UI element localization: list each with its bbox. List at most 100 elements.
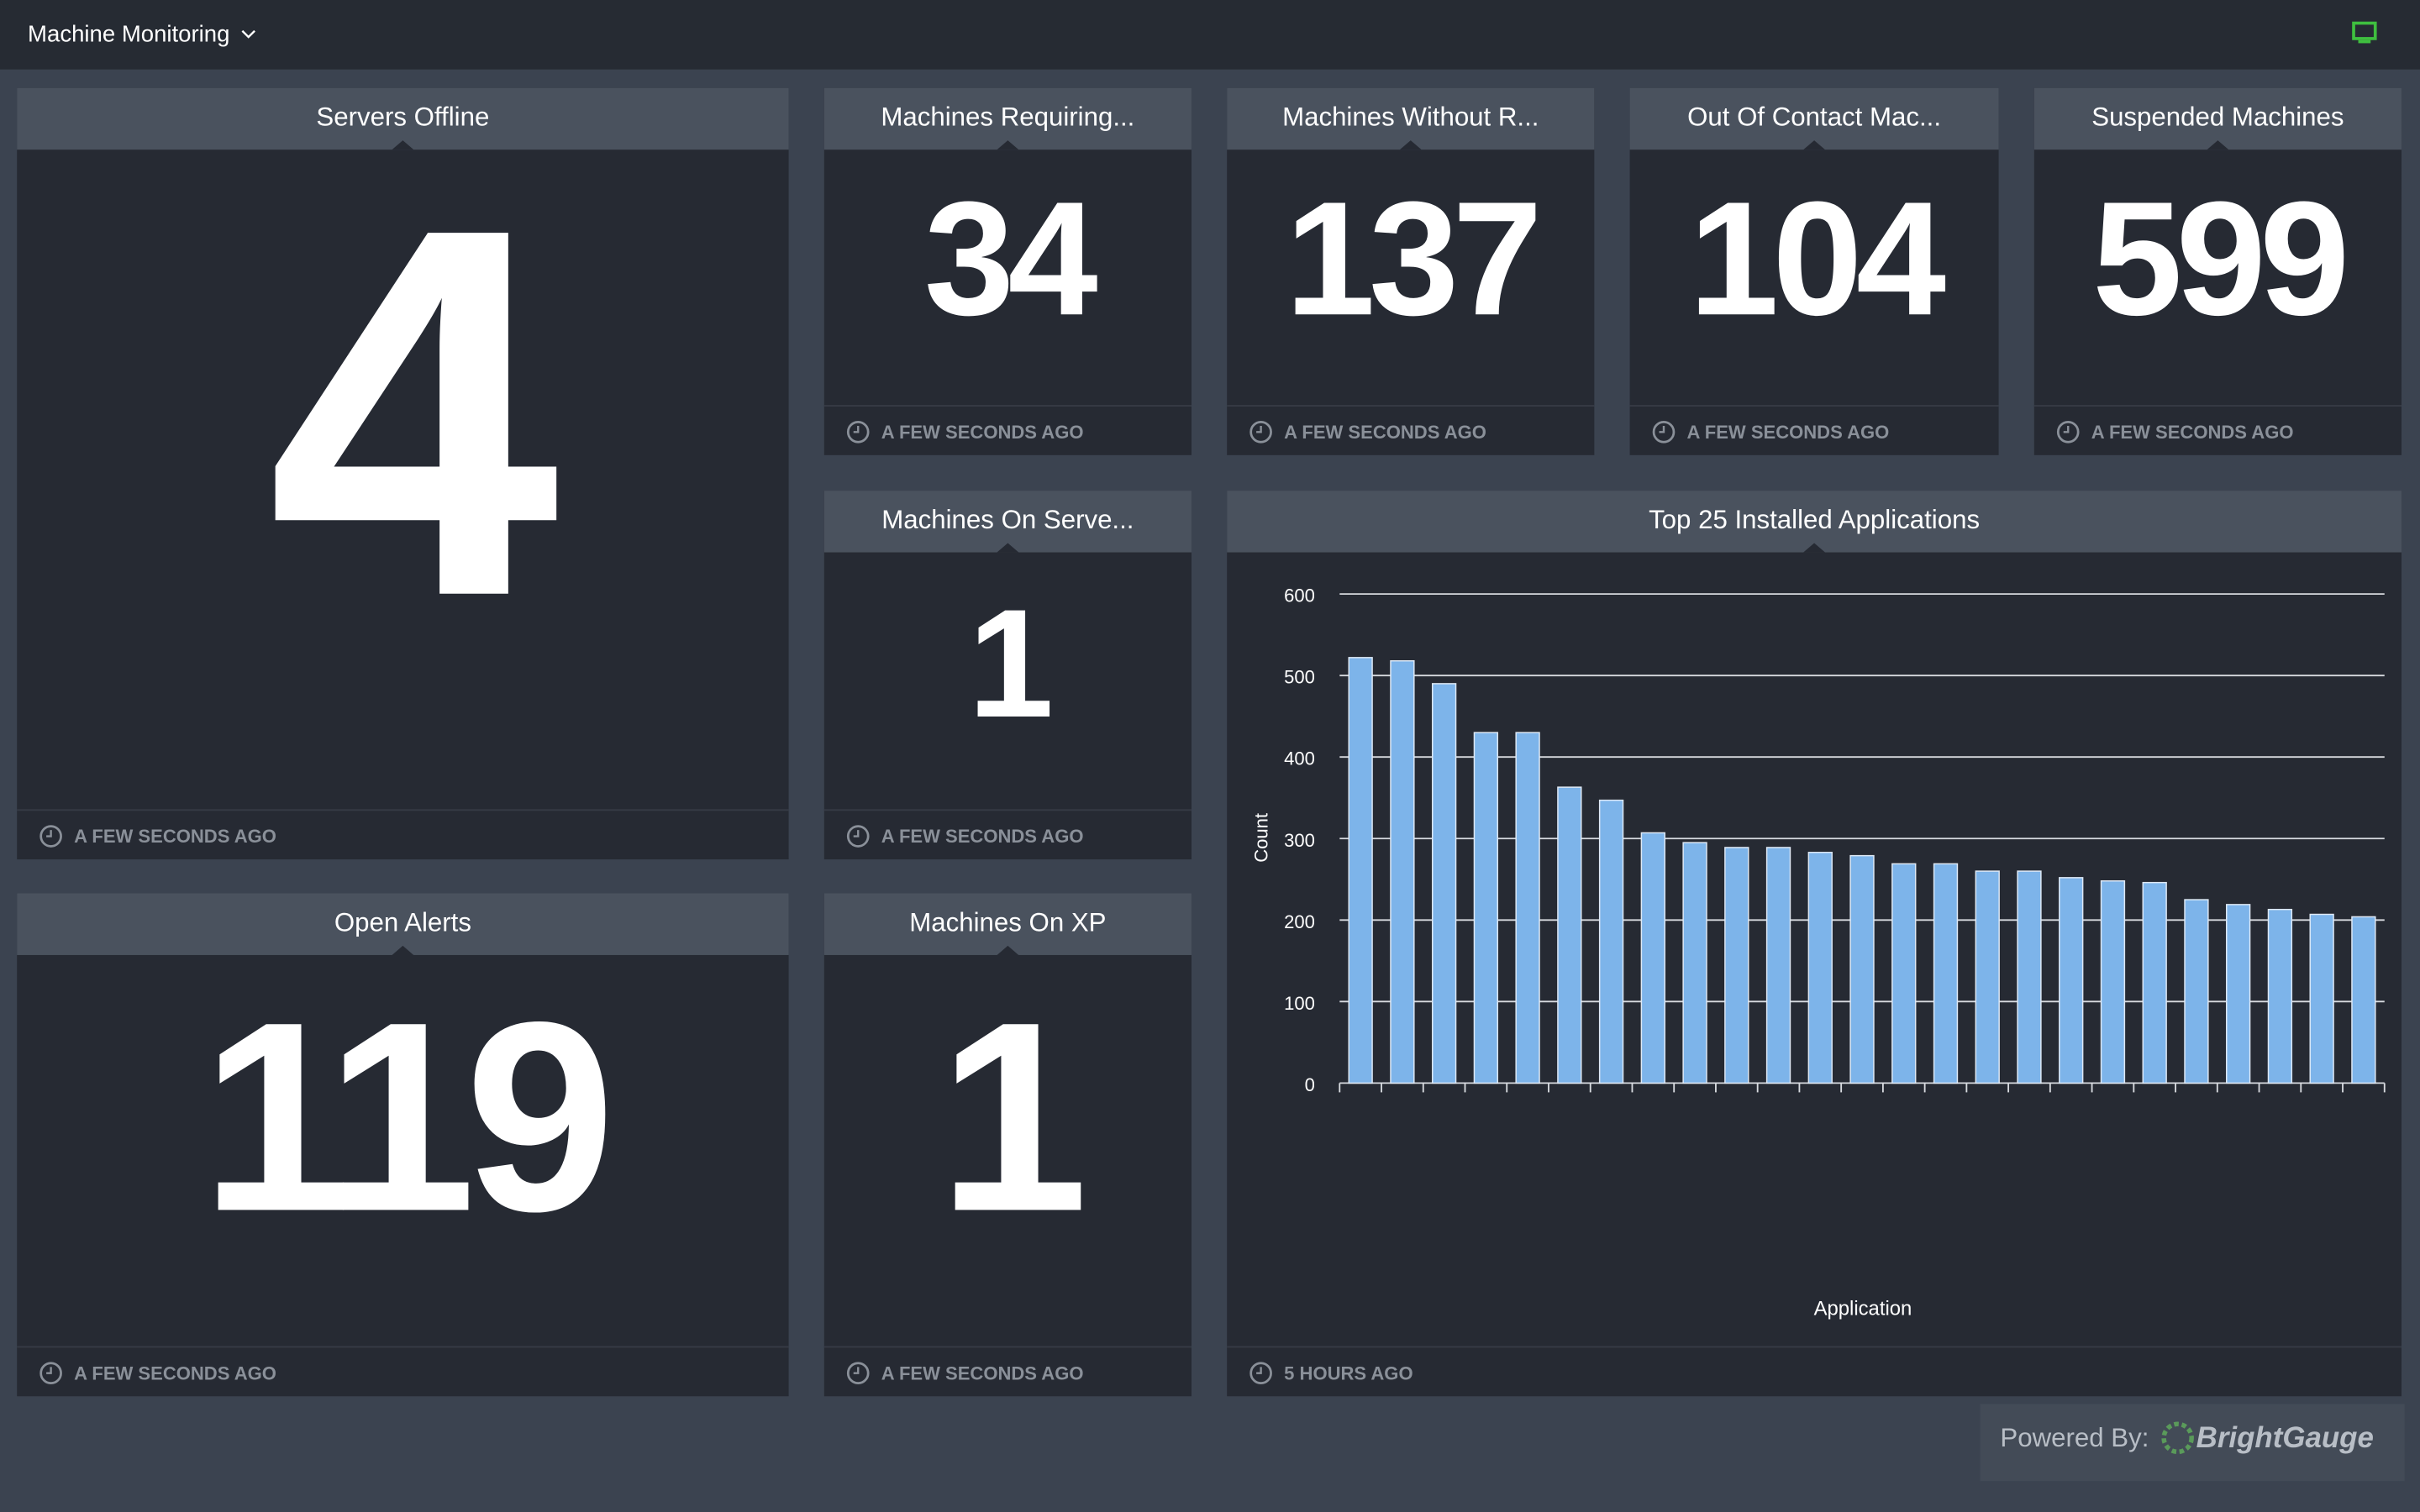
metric-value: 34	[924, 167, 1098, 349]
clock-icon	[39, 825, 62, 848]
clock-icon	[1249, 1362, 1272, 1385]
bar	[1807, 852, 1833, 1084]
clock-hands	[2063, 425, 2070, 433]
clock-icon	[1652, 420, 1676, 444]
top-bar	[0, 0, 2420, 70]
bar	[1390, 659, 1415, 1084]
clock-hands	[46, 830, 52, 837]
bar	[1765, 847, 1791, 1084]
y-tick-label: 300	[1284, 830, 1315, 851]
metric-value: 1	[968, 577, 1050, 749]
bar	[1849, 854, 1875, 1084]
bar	[1640, 832, 1665, 1084]
bar	[1933, 863, 1959, 1084]
panel: Machines On XP A FEW SECONDS AGO 1	[823, 893, 1192, 1397]
clock-hands	[1659, 425, 1665, 433]
clock-hands	[853, 1367, 860, 1374]
y-axis-label: Count	[1250, 813, 1271, 863]
brand-name: BrightGauge	[2196, 1421, 2374, 1454]
panel-title: Suspended Machines	[2091, 102, 2344, 132]
bar	[2226, 904, 2251, 1084]
clock-icon	[846, 1362, 870, 1385]
header-pointer	[1399, 140, 1422, 150]
updated-label: A FEW SECONDS AGO	[881, 826, 1084, 847]
panel-header	[1227, 491, 2402, 553]
panel-title: Machines Without R...	[1282, 102, 1539, 132]
header-pointer	[392, 140, 414, 150]
panel-title: Machines Requiring...	[881, 102, 1134, 132]
panel: Machines On Serve... A FEW SECONDS AGO 1	[823, 491, 1192, 860]
panel-header	[17, 87, 789, 150]
panel-title: Top 25 Installed Applications	[1649, 505, 1980, 534]
bar	[2184, 899, 2209, 1084]
bar	[2017, 870, 2042, 1084]
header-pointer	[1803, 543, 1825, 553]
header-pointer	[997, 543, 1019, 553]
y-tick-label: 600	[1284, 585, 1315, 606]
clock-icon	[1249, 420, 1272, 444]
y-tick-label: 400	[1284, 748, 1315, 769]
metric-value: 4	[267, 120, 562, 706]
panel-body	[17, 893, 789, 1397]
panel-title: Machines On Serve...	[881, 505, 1134, 534]
panel-title: Open Alerts	[334, 907, 471, 937]
bar	[2059, 877, 2084, 1084]
panel-header	[2033, 87, 2402, 150]
header-pointer	[997, 140, 1019, 150]
dropdown-icon[interactable]	[241, 29, 255, 39]
updated-label: A FEW SECONDS AGO	[881, 1362, 1084, 1383]
bar	[1515, 732, 1540, 1084]
brand-logo	[2161, 1421, 2194, 1455]
header-pointer	[392, 945, 414, 955]
panel-header	[1227, 87, 1595, 150]
monitor-icon[interactable]	[2352, 21, 2377, 44]
panel-body	[17, 87, 789, 860]
y-tick-label: 0	[1305, 1074, 1315, 1095]
panel: Top 25 Installed Applications 5 HOURS AGO…	[1227, 491, 2402, 1397]
bar	[2351, 916, 2376, 1084]
panel: Suspended Machines A FEW SECONDS AGO 599	[2033, 87, 2402, 455]
clock-icon	[846, 420, 870, 444]
bar	[2100, 879, 2126, 1084]
header-pointer	[2207, 140, 2229, 150]
bar	[1682, 842, 1707, 1084]
panel: Out Of Contact Mac... A FEW SECONDS AGO 10…	[1629, 87, 1999, 455]
panel-body	[823, 893, 1192, 1397]
updated-label: A FEW SECONDS AGO	[1284, 422, 1486, 443]
header-pointer	[1803, 140, 1825, 150]
bar	[1473, 732, 1499, 1084]
bar	[1598, 799, 1624, 1084]
metric-value: 137	[1285, 167, 1536, 349]
bar	[1891, 863, 1917, 1084]
y-tick-label: 500	[1284, 667, 1315, 688]
metric-value: 599	[2092, 167, 2344, 349]
panel: Servers Offline A FEW SECONDS AGO 4	[17, 87, 789, 860]
clock-hands	[1256, 425, 1262, 433]
panel-header	[1629, 87, 1999, 150]
clock-icon	[846, 825, 870, 848]
metric-value: 119	[201, 966, 608, 1268]
bar	[2309, 913, 2334, 1084]
updated-label: A FEW SECONDS AGO	[881, 422, 1084, 443]
bar	[2267, 908, 2293, 1084]
metric-value: 104	[1689, 167, 1946, 349]
panel-title: Machines On XP	[909, 907, 1106, 937]
updated-label: 5 HOURS AGO	[1284, 1362, 1413, 1383]
panel-title: Servers Offline	[316, 102, 489, 132]
updated-label: A FEW SECONDS AGO	[2091, 422, 2294, 443]
powered-label: Powered By:	[2000, 1423, 2149, 1452]
clock-hands	[46, 1367, 52, 1374]
clock-icon	[2056, 420, 2080, 444]
metric-value: 1	[938, 966, 1081, 1268]
y-tick-label: 200	[1284, 911, 1315, 932]
panel-title: Out Of Contact Mac...	[1687, 102, 1941, 132]
panel: Machines Without R... A FEW SECONDS AGO 13…	[1227, 87, 1595, 455]
dashboard-title[interactable]: Machine Monitoring	[28, 21, 229, 47]
y-tick-label: 100	[1284, 993, 1315, 1014]
updated-label: A FEW SECONDS AGO	[74, 826, 276, 847]
clock-hands	[1256, 1367, 1262, 1374]
bar	[1975, 870, 2000, 1084]
panel-header	[823, 893, 1192, 955]
bar	[1431, 683, 1457, 1084]
